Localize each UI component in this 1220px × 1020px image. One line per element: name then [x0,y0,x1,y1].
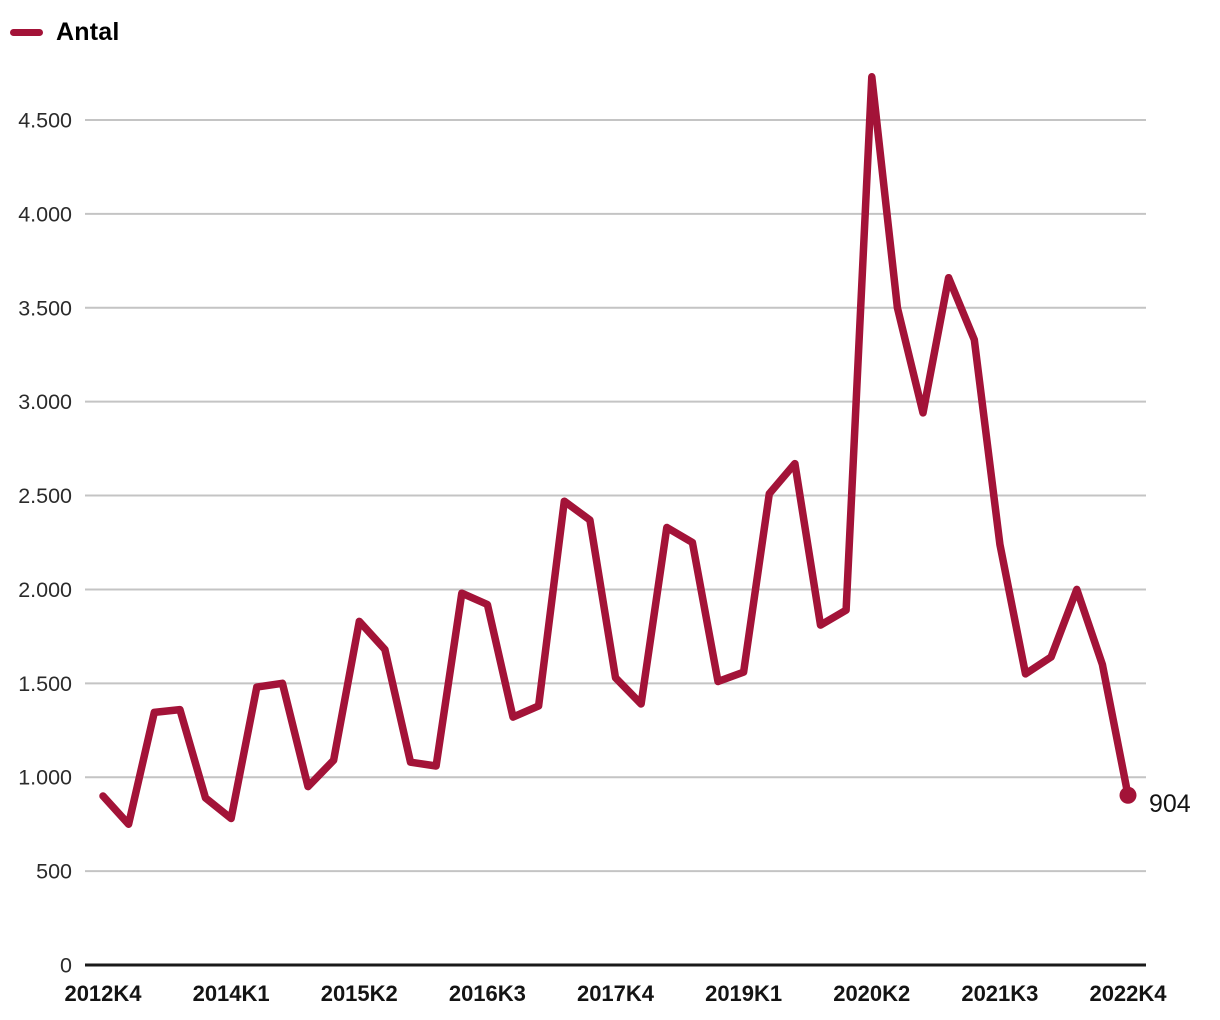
y-axis-tick-label: 500 [36,860,72,884]
y-axis-tick-label: 3.500 [18,296,72,320]
legend-line-marker [10,29,43,36]
x-axis-tick-label: 2022K4 [1089,981,1167,1006]
y-axis-tick-label: 4.000 [18,202,72,226]
y-axis-tick-label: 2.500 [18,484,72,508]
x-axis-tick-label: 2019K1 [705,981,782,1006]
x-axis-tick-label: 2014K1 [193,981,270,1006]
y-axis-tick-label: 1.000 [18,766,72,790]
legend-label: Antal [56,18,120,46]
y-axis-tick-label: 4.500 [18,109,72,133]
last-point-value-label: 904 [1149,790,1191,818]
last-point-marker [1119,786,1137,804]
y-axis-tick-label: 0 [60,954,72,978]
y-axis-tick-label: 1.500 [18,672,72,696]
x-axis-tick-label: 2020K2 [833,981,910,1006]
x-axis-tick-label: 2012K4 [64,981,142,1006]
x-axis-tick-label: 2017K4 [577,981,655,1006]
x-axis-tick-label: 2016K3 [449,981,526,1006]
y-axis-tick-label: 2.000 [18,578,72,602]
x-axis-tick-label: 2015K2 [321,981,398,1006]
data-line-antal [99,73,1132,828]
x-axis-tick-label: 2021K3 [961,981,1038,1006]
y-axis-tick-label: 3.000 [18,390,72,414]
legend: Antal [10,18,120,47]
